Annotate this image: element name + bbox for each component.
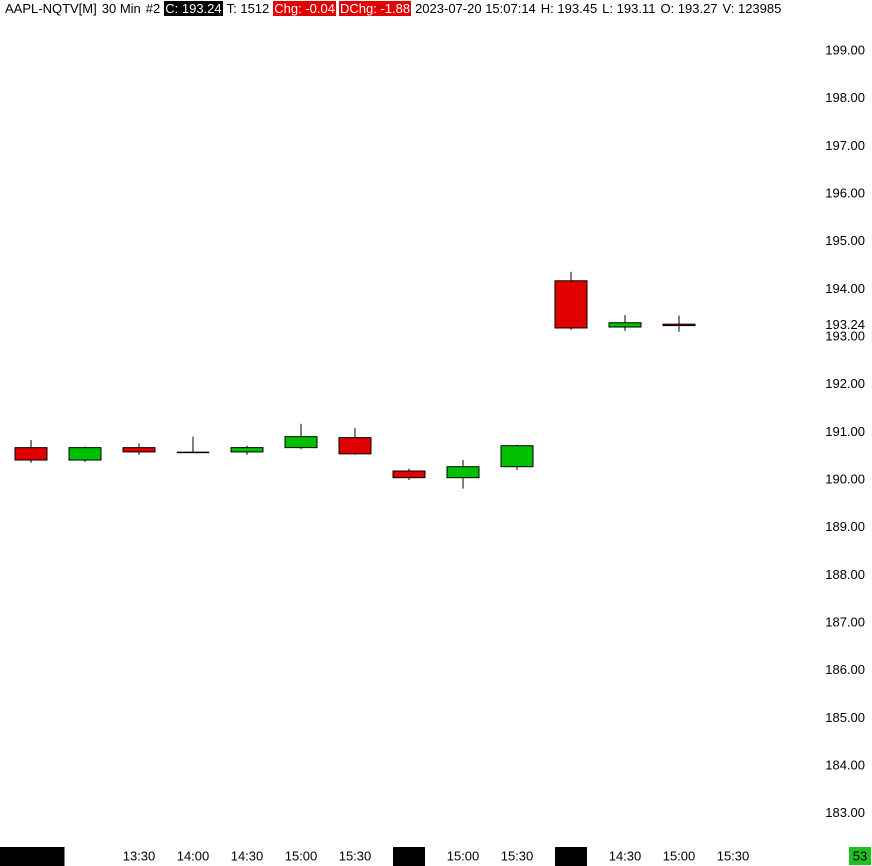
- y-tick-label: 188.00: [825, 567, 865, 582]
- header-item: AAPL-NQTV[M]: [5, 1, 97, 16]
- bar-count-bg: [849, 847, 871, 865]
- y-tick-label: 183.00: [825, 805, 865, 820]
- x-tick-label: 7-20: [558, 848, 584, 863]
- candle-body: [662, 323, 696, 327]
- candle-body: [554, 280, 588, 329]
- date-label-bg: [0, 847, 65, 866]
- candle-body: [446, 466, 480, 479]
- y-tick-label: 195.00: [825, 233, 865, 248]
- candle-body: [122, 447, 156, 453]
- y-tick-label: 197.00: [825, 138, 865, 153]
- x-tick-label: 15:30: [339, 848, 372, 863]
- y-tick-label: 185.00: [825, 710, 865, 725]
- y-tick-label: 192.00: [825, 376, 865, 391]
- x-tick-label: 13:30: [123, 848, 156, 863]
- header-item: 2023-07-20 15:07:14: [415, 1, 536, 16]
- candle-body: [176, 451, 210, 454]
- y-tick-label: 193.00: [825, 328, 865, 343]
- header-item: 30 Min: [101, 1, 141, 16]
- y-tick-label: 187.00: [825, 615, 865, 630]
- candle-body: [230, 447, 264, 453]
- header-item: O: 193.27: [660, 1, 718, 16]
- y-tick-label: 186.00: [825, 662, 865, 677]
- y-tick-label: 189.00: [825, 519, 865, 534]
- header: AAPL-NQTV[M] 30 Min #2 C: 193.24 T: 1512 Chg:…: [4, 1, 785, 16]
- header-item: H: 193.45: [540, 1, 598, 16]
- header-item: Chg: -0.04: [273, 1, 336, 16]
- candle-body: [14, 447, 48, 461]
- header-item: #2: [145, 1, 161, 16]
- x-tick-label: 7-14: [396, 848, 423, 863]
- candle-body: [392, 470, 426, 479]
- candle-body: [68, 447, 102, 461]
- last-price-label: 193.24: [825, 317, 865, 332]
- x-tick-label: 15:00: [285, 848, 318, 863]
- y-tick-label: 190.00: [825, 471, 865, 486]
- x-tick-label: 15:00: [663, 848, 696, 863]
- y-tick-label: 199.00: [825, 42, 865, 57]
- header-item: T: 1512: [226, 1, 270, 16]
- x-tick-label: 2023-7-13: [1, 848, 60, 863]
- header-item: C: 193.24: [164, 1, 223, 16]
- bar-count: 53: [853, 848, 867, 863]
- candle-body: [608, 322, 642, 328]
- date-label-bg: [393, 847, 425, 866]
- header-item: DChg: -1.88: [338, 1, 412, 16]
- x-tick-label: 15:00: [447, 848, 480, 863]
- x-tick-label: 15:30: [717, 848, 750, 863]
- date-label-bg: [555, 847, 587, 866]
- y-tick-label: 198.00: [825, 90, 865, 105]
- header-item: L: 193.11: [602, 1, 656, 16]
- candle-body: [500, 445, 534, 468]
- candle-body: [284, 436, 318, 449]
- y-tick-label: 191.00: [825, 424, 865, 439]
- y-tick-label: 194.00: [825, 281, 865, 296]
- x-tick-label: 14:00: [177, 848, 210, 863]
- x-tick-label: 14:30: [609, 848, 642, 863]
- y-tick-label: 184.00: [825, 758, 865, 773]
- y-tick-label: 196.00: [825, 185, 865, 200]
- header-item: V: 123985: [722, 1, 782, 16]
- x-tick-label: 15:30: [501, 848, 534, 863]
- x-tick-label: 14:30: [231, 848, 264, 863]
- candle-body: [338, 437, 372, 455]
